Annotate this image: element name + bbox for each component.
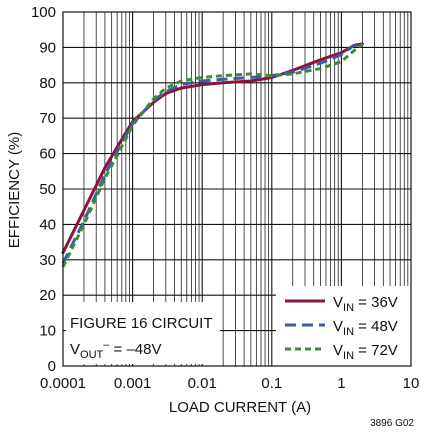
x-tick-label: 0.1: [261, 375, 282, 392]
y-axis-label: EFFICIENCY (%): [6, 132, 23, 248]
annotation-box: [66, 302, 220, 364]
y-tick-label: 100: [31, 4, 56, 21]
series-line-2: [61, 40, 363, 264]
x-axis-label: LOAD CURRENT (A): [169, 399, 311, 416]
y-tick-labels: 0 10 20 30 40 50 60 70 80 90 100: [31, 4, 56, 375]
x-tick-label: 1: [337, 375, 345, 392]
x-tick-label: 10: [403, 375, 420, 392]
annotation-line1: FIGURE 16 CIRCUIT: [70, 315, 213, 332]
legend-label-2: VIN = 48V: [333, 318, 398, 338]
y-tick-label: 80: [39, 75, 56, 92]
series-line-1: [61, 42, 364, 255]
legend-label-3: VIN = 72V: [333, 342, 398, 362]
y-tick-label: 60: [39, 146, 56, 163]
annotation-vout: VOUT– = –48V: [70, 339, 162, 361]
y-tick-label: 10: [39, 323, 56, 340]
series-line-3: [61, 42, 364, 268]
plot-frame: [62, 11, 412, 367]
y-tick-label: 20: [39, 287, 56, 304]
x-tick-label: 0.001: [114, 375, 152, 392]
series-lines: [61, 40, 364, 268]
y-tick-label: 0: [48, 358, 56, 375]
y-tick-label: 50: [39, 181, 56, 198]
figure-id: 3896 G02: [370, 418, 414, 429]
y-tick-label: 90: [39, 39, 56, 56]
y-tick-label: 70: [39, 110, 56, 127]
y-tick-label: 40: [39, 216, 56, 233]
x-tick-label: 0.01: [188, 375, 217, 392]
legend-box: [276, 286, 416, 366]
x-tick-labels: 0.0001 0.001 0.01 0.1 1 10: [40, 375, 419, 392]
legend-label-1: VIN = 36V: [333, 294, 398, 314]
x-tick-label: 0.0001: [40, 375, 86, 392]
y-tick-label: 30: [39, 252, 56, 269]
legend: VIN = 36V VIN = 48V VIN = 72V: [285, 294, 398, 362]
